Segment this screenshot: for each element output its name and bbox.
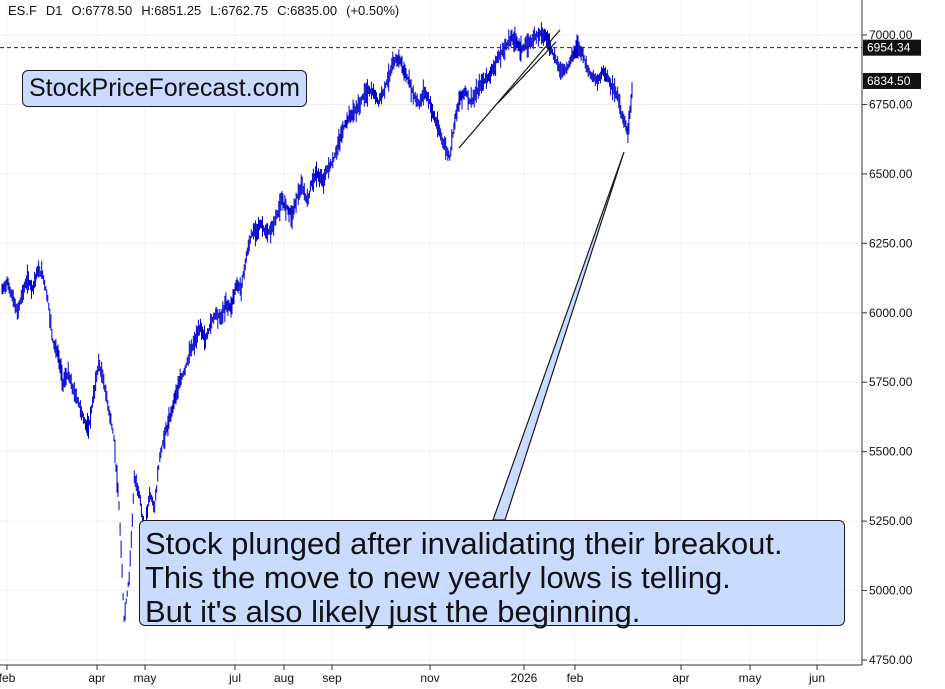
annotation-line-1: Stock plunged after invalidating their b… <box>145 526 783 561</box>
y-tick-label: 5000.00 <box>869 584 913 598</box>
x-tick-label: 2026 <box>511 671 538 685</box>
y-axis: 4750.00 5000.00 5250.00 5500.00 5750.00 6000.… <box>861 0 913 667</box>
x-tick-label: sep <box>322 671 342 685</box>
y-tick-label: 6000.00 <box>869 306 913 320</box>
trendline-upper <box>497 41 557 104</box>
price-series <box>1 22 633 622</box>
y-tick-label: 5750.00 <box>869 375 913 389</box>
price-tag-label: 6954.34 <box>867 41 911 55</box>
low-value: L:6762.75 <box>210 3 269 18</box>
y-tick-label: 6750.00 <box>869 97 913 111</box>
annotation-line-2: This the move to new yearly lows is tell… <box>145 560 731 595</box>
callout-pointer <box>492 151 625 521</box>
x-tick-label: aug <box>274 671 294 685</box>
close-value: C:6835.00 <box>277 3 338 18</box>
watermark-label: StockPriceForecast.com <box>22 70 307 107</box>
trendline-lower <box>458 29 561 149</box>
x-axis: feb apr may jul aug sep nov 2026 feb apr may jun <box>0 664 862 685</box>
high-value: H:6851.25 <box>141 3 202 18</box>
price-tag-label: 6834.50 <box>867 74 911 88</box>
price-tag-bg <box>863 72 921 89</box>
ohlc-header: ES.F D1 O:6778.50 H:6851.25 L:6762.75 C:6835.… <box>8 3 408 18</box>
annotation-line-3: But it's also likely just the beginning. <box>145 594 641 629</box>
timeframe: D1 <box>45 3 63 18</box>
x-tick-label: feb <box>0 671 16 685</box>
x-tick-label: nov <box>420 671 439 685</box>
x-tick-label: feb <box>567 671 584 685</box>
change-value: (+0.50%) <box>346 3 400 18</box>
y-tick-label: 7000.00 <box>869 28 913 42</box>
trendlines <box>458 29 561 149</box>
x-tick-label: jun <box>808 671 825 685</box>
price-tag-bg <box>863 39 921 56</box>
y-tick-label: 5500.00 <box>869 445 913 459</box>
x-tick-label: may <box>134 671 157 685</box>
open-value: O:6778.50 <box>71 3 133 18</box>
x-tick-label: jul <box>228 671 241 685</box>
annotation-callout: Stock plunged after invalidating their b… <box>139 520 845 629</box>
y-tick-label: 6250.00 <box>869 236 913 250</box>
symbol: ES.F <box>8 3 37 18</box>
y-tick-label: 4750.00 <box>869 653 913 667</box>
x-tick-label: apr <box>88 671 105 685</box>
x-tick-label: may <box>739 671 762 685</box>
y-tick-label: 5250.00 <box>869 514 913 528</box>
x-tick-label: apr <box>672 671 689 685</box>
price-tags: 6954.34 6834.50 <box>0 39 921 89</box>
y-tick-label: 6500.00 <box>869 167 913 181</box>
